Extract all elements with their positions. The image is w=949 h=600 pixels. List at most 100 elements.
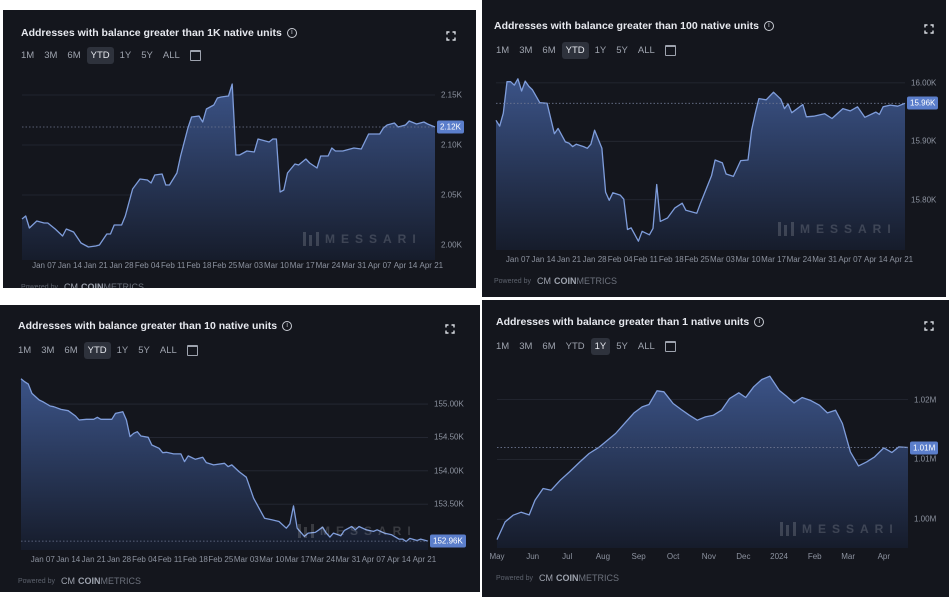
range-button-all[interactable]: ALL	[162, 50, 180, 61]
x-tick-label: Mar 24	[310, 555, 336, 564]
x-tick-label: Feb 25	[208, 555, 234, 564]
x-tick-label: Mar 10	[259, 555, 285, 564]
range-selector: 1M 3M 6M YTD 1Y 5Y ALL	[492, 42, 676, 59]
expand-icon[interactable]	[446, 28, 456, 41]
range-button-1y[interactable]: 1Y	[119, 50, 132, 61]
range-button-1y[interactable]: 1Y	[116, 345, 129, 356]
coinmetrics-logo[interactable]: CM COINMETRICS	[537, 276, 617, 286]
series-line	[21, 83, 436, 248]
current-value-badge: 1.01M	[910, 441, 939, 455]
range-button-3m[interactable]: 3M	[519, 45, 533, 56]
calendar-icon[interactable]	[664, 45, 676, 56]
messari-logo-icon	[298, 524, 314, 538]
x-tick-label: Aug	[595, 552, 611, 561]
x-tick-label: Apr	[877, 552, 891, 561]
range-button-1m[interactable]: 1M	[18, 345, 32, 356]
expand-icon[interactable]	[445, 321, 455, 334]
range-button-1m[interactable]: 1M	[21, 50, 35, 61]
range-button-ytd[interactable]: YTD	[86, 47, 114, 64]
x-tick-label: Jan 21	[81, 555, 106, 564]
range-button-all[interactable]: ALL	[637, 341, 655, 352]
coinmetrics-bold: COIN	[555, 573, 579, 583]
y-tick-label: 154.50K	[434, 432, 464, 442]
x-tick-label: Mar 03	[233, 555, 259, 564]
x-tick-label: Feb 04	[132, 555, 157, 564]
coinmetrics-logo[interactable]: CM COINMETRICS	[64, 282, 144, 288]
x-tick-label: Feb 25	[684, 255, 710, 264]
range-button-1m[interactable]: 1M	[496, 341, 510, 352]
x-tick-label: May	[489, 552, 505, 561]
calendar-icon[interactable]	[189, 50, 201, 61]
messari-logo-icon	[778, 222, 794, 236]
area-chart	[496, 375, 909, 548]
range-button-5y[interactable]: 5Y	[138, 345, 150, 356]
range-button-all[interactable]: ALL	[159, 345, 177, 356]
range-button-1m[interactable]: 1M	[496, 45, 510, 56]
info-icon[interactable]: i	[763, 21, 774, 31]
range-button-ytd[interactable]: YTD	[561, 42, 589, 59]
x-tick-label: Jan 14	[531, 255, 556, 264]
expand-icon[interactable]	[924, 21, 934, 34]
x-tick-label: Apr 07	[367, 261, 392, 270]
x-tick-label: Mar 03	[709, 255, 735, 264]
chart-title: Addresses with balance greater than 1 na…	[496, 316, 765, 328]
range-button-ytd[interactable]: YTD	[83, 342, 111, 359]
calendar-icon[interactable]	[664, 341, 676, 352]
x-tick-label: Apr 21	[419, 261, 444, 270]
range-button-1y[interactable]: 1Y	[590, 338, 611, 355]
range-button-3m[interactable]: 3M	[519, 341, 533, 352]
coinmetrics-mark: CM	[60, 576, 75, 586]
x-tick-label: Mar 24	[315, 261, 341, 270]
current-value-badge: 15.96K	[907, 96, 939, 110]
messari-watermark: MESSARI	[298, 524, 417, 538]
range-button-5y[interactable]: 5Y	[616, 341, 628, 352]
area-chart	[495, 78, 906, 250]
area-fill	[21, 378, 428, 550]
x-tick-label: Apr 07	[838, 255, 863, 264]
range-button-3m[interactable]: 3M	[41, 345, 55, 356]
x-tick-label: Jan 14	[57, 261, 82, 270]
coinmetrics-logo[interactable]: CM COINMETRICS	[61, 576, 141, 586]
x-tick-label: Nov	[701, 552, 716, 561]
coinmetrics-mark: CM	[63, 282, 78, 288]
x-tick-label: Feb 18	[182, 555, 208, 564]
y-tick-label: 2.05K	[441, 190, 462, 200]
info-icon[interactable]: i	[754, 317, 765, 327]
range-button-5y[interactable]: 5Y	[616, 45, 628, 56]
series-line	[20, 378, 429, 543]
info-icon[interactable]: i	[282, 321, 293, 331]
range-button-6m[interactable]: 6M	[67, 50, 81, 61]
messari-logo-icon	[303, 232, 319, 246]
range-button-6m[interactable]: 6M	[64, 345, 78, 356]
range-button-1y[interactable]: 1Y	[594, 45, 607, 56]
range-button-6m[interactable]: 6M	[542, 45, 556, 56]
expand-icon[interactable]	[924, 318, 934, 331]
range-button-5y[interactable]: 5Y	[141, 50, 153, 61]
range-button-all[interactable]: ALL	[637, 45, 655, 56]
calendar-icon[interactable]	[186, 345, 198, 356]
x-tick-label: Mar 03	[238, 261, 264, 270]
info-icon[interactable]: i	[286, 28, 297, 38]
coinmetrics-mark: CM	[536, 276, 551, 286]
current-value-badge: 2.12K	[437, 120, 464, 134]
area-chart	[20, 378, 429, 550]
range-selector: 1M 3M 6M YTD 1Y 5Y ALL	[17, 47, 201, 64]
x-tick-label: Feb 25	[212, 261, 238, 270]
y-tick-label: 2.00K	[441, 240, 462, 250]
range-button-ytd[interactable]: YTD	[565, 341, 585, 352]
range-button-3m[interactable]: 3M	[44, 50, 58, 61]
coinmetrics-light: METRICS	[578, 573, 619, 583]
range-selector: 1M 3M 6M YTD 1Y 5Y ALL	[14, 342, 198, 359]
coinmetrics-light: METRICS	[100, 576, 141, 586]
area-fill	[497, 376, 908, 548]
x-tick-label: Dec	[736, 552, 751, 561]
y-tick-label: 155.00K	[434, 399, 464, 409]
x-tick-label: Jan 28	[109, 261, 134, 270]
messari-logo-icon	[780, 522, 796, 536]
coinmetrics-logo[interactable]: CM COINMETRICS	[539, 573, 619, 583]
y-tick-label: 1.01M	[914, 454, 937, 464]
area-fill	[496, 78, 905, 250]
x-tick-label: Jan 28	[107, 555, 132, 564]
coinmetrics-light: METRICS	[103, 282, 144, 288]
range-button-6m[interactable]: 6M	[542, 341, 556, 352]
